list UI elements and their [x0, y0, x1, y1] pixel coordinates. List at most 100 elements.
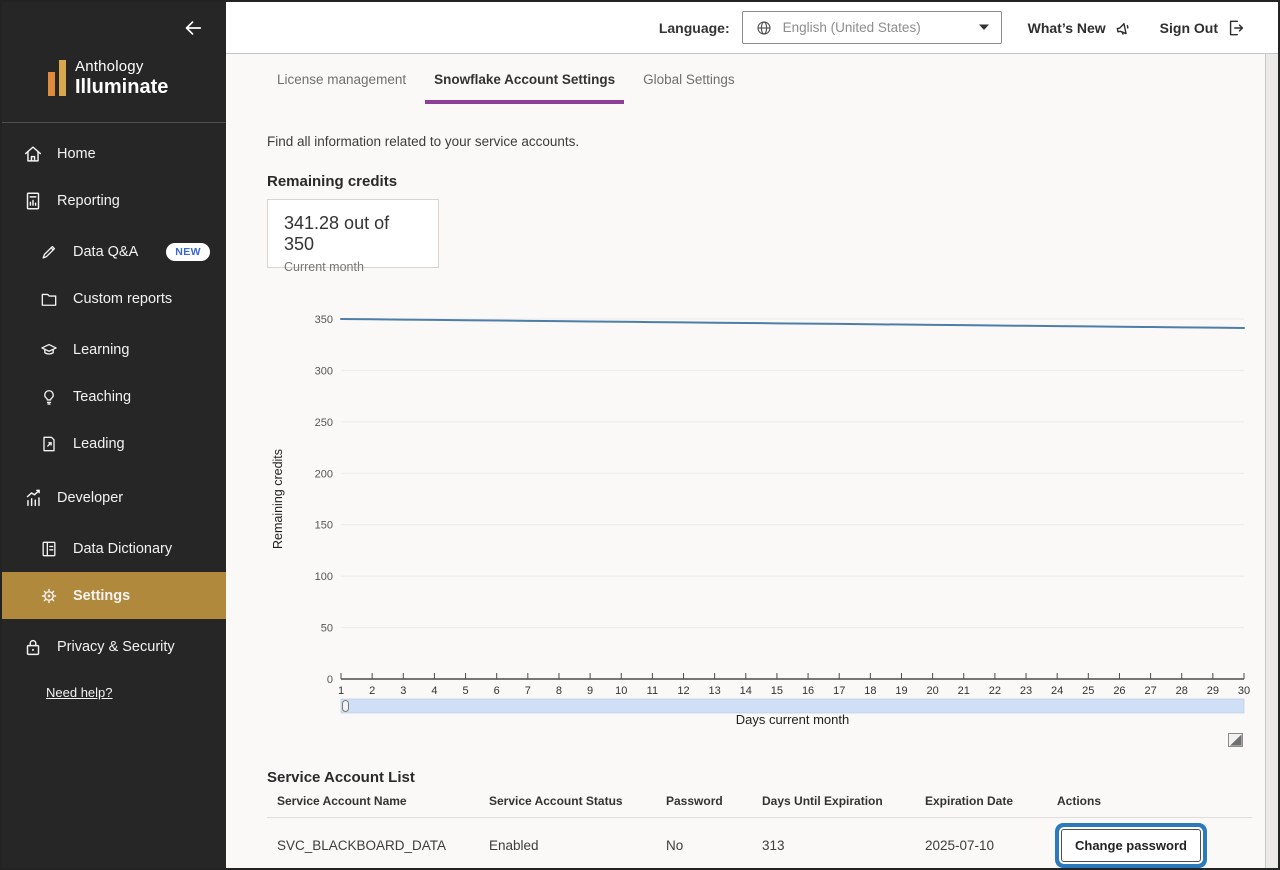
sidebar-item-leading[interactable]: Leading [2, 420, 226, 467]
lightbulb-icon [38, 387, 60, 407]
tab-license-management[interactable]: License management [277, 72, 407, 87]
cell-service-account-name: SVC_BLACKBOARD_DATA [277, 838, 447, 853]
sidebar-nav: Home Reporting Data Q&A NEW Custom r [2, 123, 226, 702]
remaining-credits-heading: Remaining credits [267, 173, 398, 190]
svg-text:6: 6 [494, 685, 500, 697]
language-label: Language: [658, 19, 730, 36]
col-service-account-name: Service Account Name [277, 794, 407, 808]
svg-text:27: 27 [1144, 685, 1156, 697]
svg-text:1: 1 [338, 685, 344, 697]
svg-text:11: 11 [647, 685, 658, 697]
svg-text:22: 22 [989, 685, 1001, 697]
new-badge: NEW [166, 242, 210, 261]
brand-line2: Illuminate [75, 76, 169, 98]
sidebar-item-label: Leading [73, 435, 125, 452]
graduation-cap-icon [38, 340, 60, 360]
remaining-credits-card: 341.28 out of 350 Current month [267, 199, 439, 274]
svg-text:13: 13 [709, 685, 721, 697]
svg-text:18: 18 [864, 685, 876, 697]
sidebar-item-developer[interactable]: Developer [2, 474, 226, 521]
gear-icon [38, 586, 60, 606]
credits-value: 341.28 out of 350 [284, 213, 390, 254]
remaining-credits-chart: 0 50 100 150 200 250 300 350 1 2 3 4 5 6 7 8 9 10 11 12 13 14… [256, 292, 1266, 762]
vertical-scrollbar[interactable] [1265, 54, 1278, 868]
svg-text:26: 26 [1113, 685, 1125, 697]
sidebar-item-privacy-security[interactable]: Privacy & Security [2, 623, 226, 670]
service-account-table: Service Account Name Service Account Sta… [267, 794, 1252, 868]
sidebar-item-label: Settings [73, 587, 131, 604]
change-password-button[interactable]: Change password [1061, 829, 1201, 862]
anthology-illuminate-logo: Anthology Illuminate [48, 58, 168, 99]
sidebar-item-label: Privacy & Security [57, 638, 175, 655]
language-select[interactable]: English (United States) [741, 11, 1002, 44]
svg-text:17: 17 [833, 685, 845, 697]
cell-days-until-expiration: 313 [762, 838, 785, 853]
sidebar-header: Anthology Illuminate [2, 2, 226, 123]
sidebar-item-label: Developer [57, 489, 124, 506]
report-doc-icon [22, 190, 44, 212]
sidebar-item-label: Data Dictionary [73, 540, 173, 557]
chevron-down-icon [978, 24, 989, 31]
sidebar-item-custom-reports[interactable]: Custom reports [2, 275, 226, 322]
svg-text:5: 5 [462, 685, 468, 697]
svg-text:19: 19 [895, 685, 907, 697]
sign-out-button[interactable]: Sign Out [1160, 18, 1246, 38]
settings-tabs: License management Snowflake Account Set… [277, 72, 735, 104]
svg-text:20: 20 [926, 685, 938, 697]
sidebar-item-label: Data Q&A [73, 243, 139, 260]
globe-language-icon [755, 19, 773, 37]
svg-text:10: 10 [615, 685, 627, 697]
chart-export-icon[interactable] [1228, 733, 1243, 747]
collapse-sidebar-arrow-icon[interactable] [182, 17, 204, 39]
svg-text:24: 24 [1051, 685, 1063, 697]
col-actions: Actions [1057, 794, 1102, 808]
svg-text:200: 200 [315, 468, 333, 480]
svg-text:150: 150 [315, 520, 333, 532]
language-selected-value: English (United States) [782, 20, 921, 35]
svg-text:9: 9 [587, 685, 593, 697]
sidebar-item-label: Home [57, 145, 96, 162]
sidebar-item-label: Reporting [57, 192, 120, 209]
svg-text:28: 28 [1176, 685, 1188, 697]
page-arrow-icon [38, 434, 60, 454]
table-header-row: Service Account Name Service Account Sta… [267, 794, 1252, 818]
sidebar: Anthology Illuminate Home Reporting [2, 2, 226, 868]
sidebar-item-teaching[interactable]: Teaching [2, 373, 226, 420]
logo-bars-icon [48, 58, 66, 99]
cell-password: No [666, 838, 684, 853]
svg-text:14: 14 [740, 685, 752, 697]
sidebar-item-data-dictionary[interactable]: Data Dictionary [2, 525, 226, 572]
svg-text:30: 30 [1238, 685, 1250, 697]
padlock-icon [22, 636, 44, 658]
tab-global-settings[interactable]: Global Settings [643, 72, 735, 87]
svg-text:100: 100 [315, 571, 333, 583]
svg-text:25: 25 [1082, 685, 1094, 697]
sidebar-item-settings[interactable]: Settings [2, 572, 226, 619]
svg-text:300: 300 [315, 365, 333, 377]
col-expiration-date: Expiration Date [925, 794, 1014, 808]
book-grid-icon [38, 539, 60, 559]
svg-text:2: 2 [369, 685, 375, 697]
service-account-list-heading: Service Account List [267, 769, 415, 786]
data-qa-pen-icon [38, 242, 60, 262]
main-content: License management Snowflake Account Set… [226, 54, 1265, 868]
need-help-link[interactable]: Need help? [46, 685, 113, 700]
col-service-account-status: Service Account Status [489, 794, 623, 808]
sidebar-item-learning[interactable]: Learning [2, 326, 226, 373]
svg-text:29: 29 [1207, 685, 1219, 697]
svg-text:23: 23 [1020, 685, 1032, 697]
sidebar-item-reporting[interactable]: Reporting [2, 177, 226, 224]
cell-service-account-status: Enabled [489, 838, 539, 853]
sidebar-item-data-qa[interactable]: Data Q&A NEW [2, 228, 226, 275]
sidebar-item-home[interactable]: Home [2, 130, 226, 177]
whats-new-button[interactable]: What’s New [1028, 18, 1134, 38]
credits-caption: Current month [284, 260, 364, 274]
sidebar-item-label: Teaching [73, 388, 132, 405]
folder-icon [38, 289, 60, 309]
svg-text:16: 16 [802, 685, 814, 697]
megaphone-icon [1114, 18, 1134, 38]
bar-chart-icon [22, 487, 44, 509]
tab-snowflake-account-settings[interactable]: Snowflake Account Settings [425, 72, 625, 104]
